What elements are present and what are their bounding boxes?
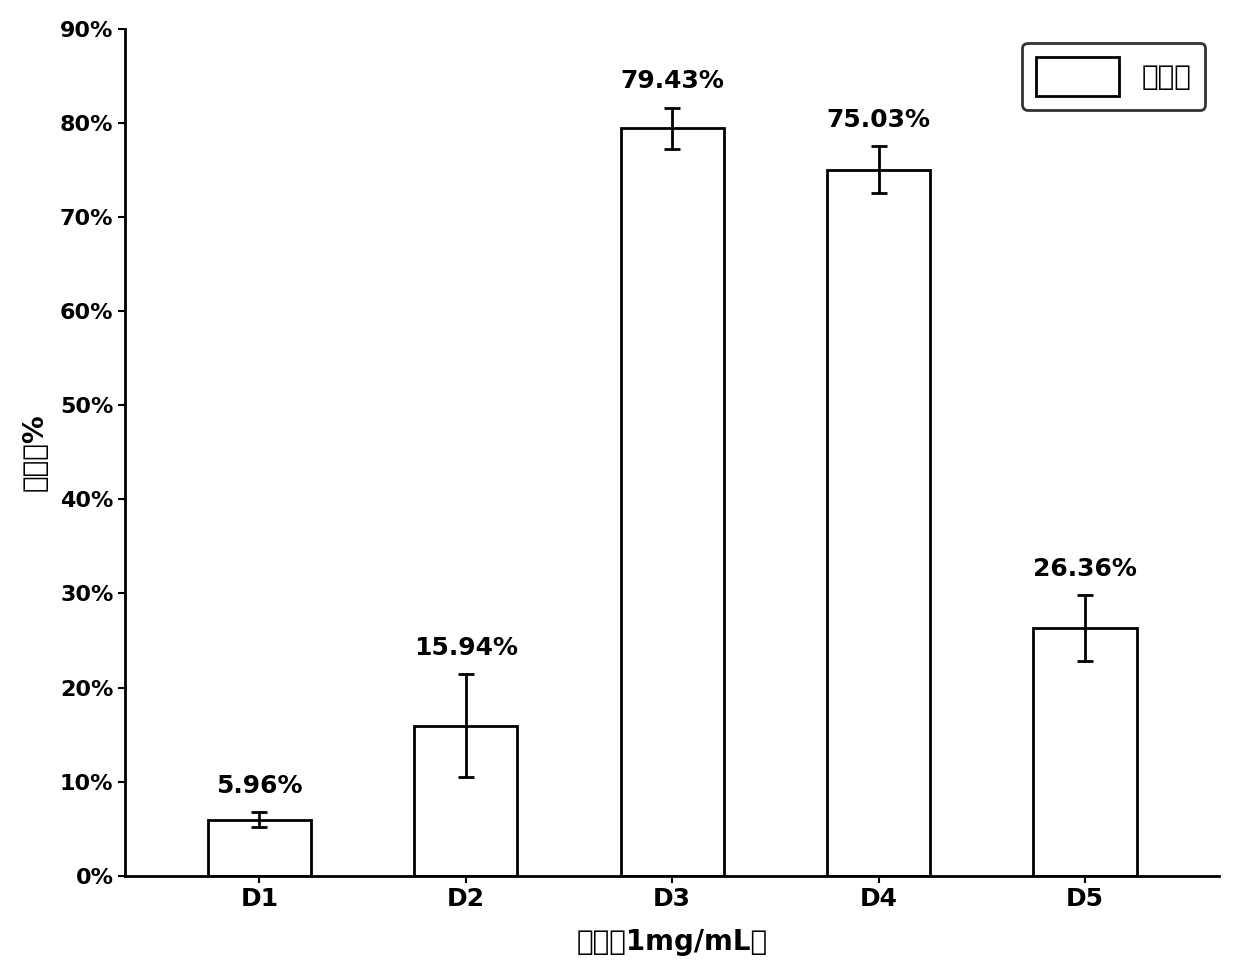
Bar (208, 820, 311, 875)
Bar (620, 128, 724, 875)
Text: 5.96%: 5.96% (216, 774, 303, 798)
Legend: 抑制率: 抑制率 (1022, 43, 1205, 109)
Text: 15.94%: 15.94% (414, 636, 518, 659)
Text: 75.03%: 75.03% (827, 108, 930, 132)
Text: 26.36%: 26.36% (1033, 557, 1137, 580)
Text: 79.43%: 79.43% (620, 69, 724, 94)
Bar (414, 726, 517, 875)
X-axis label: 样品（1mg/mL）: 样品（1mg/mL） (577, 928, 768, 956)
Y-axis label: 抑制率%: 抑制率% (21, 413, 48, 491)
Bar (827, 170, 930, 875)
Bar (1033, 627, 1137, 875)
